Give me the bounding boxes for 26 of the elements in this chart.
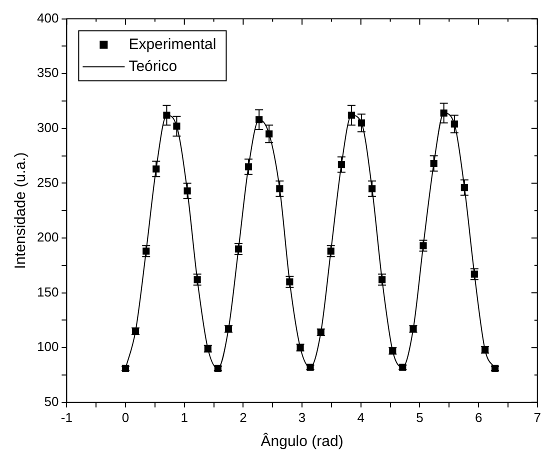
legend-label: Teórico xyxy=(128,58,178,75)
y-tick-label: 200 xyxy=(36,230,59,245)
legend-label: Experimental xyxy=(128,36,216,53)
y-axis-title: Intensidade (u.a.) xyxy=(12,152,30,269)
y-tick-label: 400 xyxy=(36,10,59,26)
x-tick-label: 4 xyxy=(357,410,364,425)
y-tick-label: 50 xyxy=(44,394,59,409)
y-tick-label: 300 xyxy=(36,120,59,135)
y-tick-label: 350 xyxy=(36,65,59,80)
x-tick-label: -1 xyxy=(60,410,72,425)
x-tick-label: 1 xyxy=(180,410,188,425)
point xyxy=(420,242,427,250)
x-tick-label: 3 xyxy=(298,410,306,425)
point xyxy=(173,122,180,130)
x-tick-label: 6 xyxy=(474,410,482,425)
point xyxy=(163,112,170,119)
y-tick-label: 100 xyxy=(36,339,59,354)
x-tick-label: 0 xyxy=(122,410,130,425)
y-tick-label: 150 xyxy=(36,284,59,300)
y-tick-label: 250 xyxy=(36,174,59,190)
point xyxy=(348,112,355,119)
point xyxy=(244,163,252,170)
x-tick-label: 2 xyxy=(240,410,247,425)
x-tick-label: 7 xyxy=(534,410,541,425)
x-tick-label: 5 xyxy=(416,410,424,425)
x-axis-title: Ângulo (rad) xyxy=(260,432,344,450)
